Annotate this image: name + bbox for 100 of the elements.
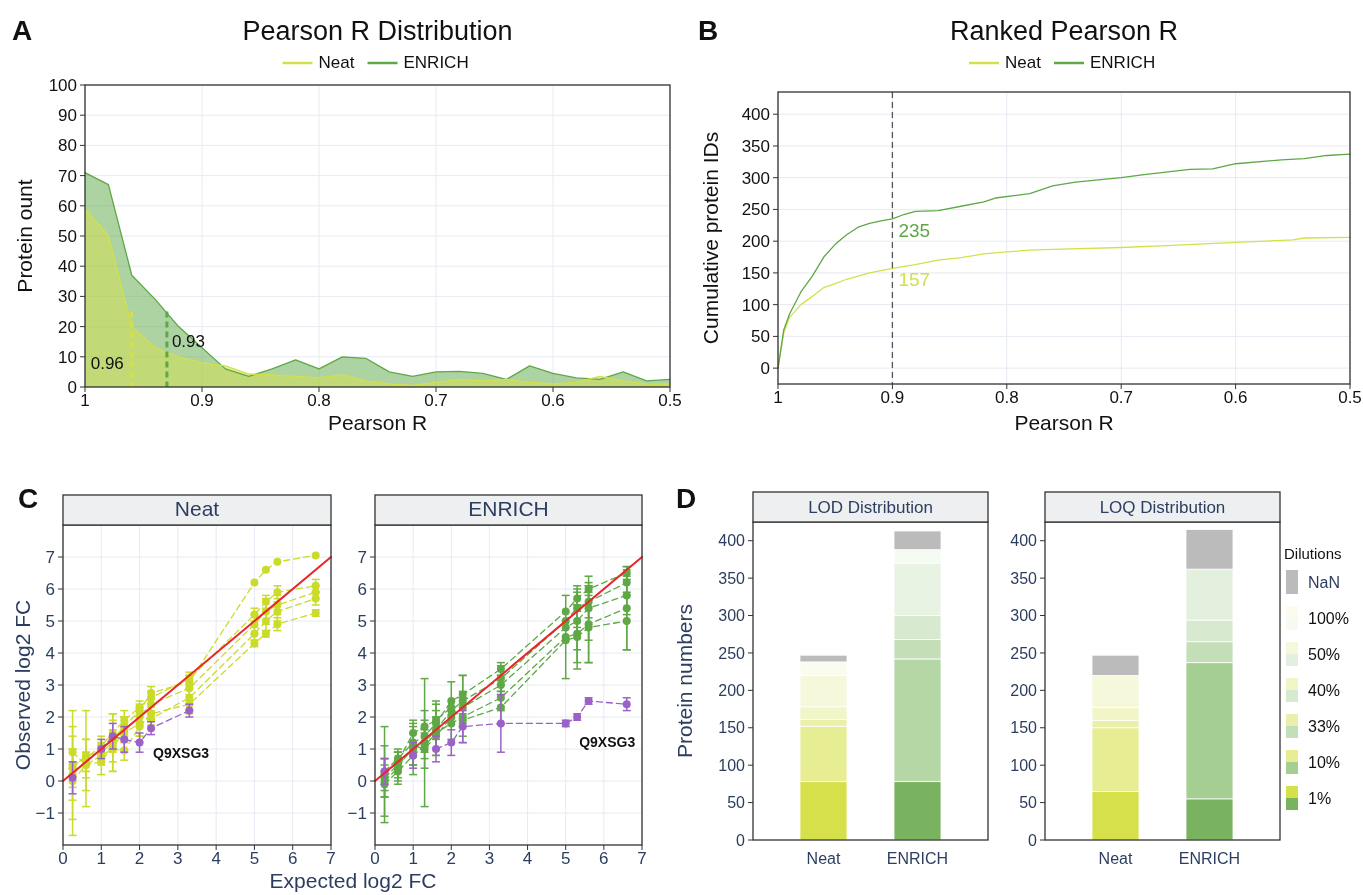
x-tick-label: 2 [134,849,145,868]
legend-label: ENRICH [1090,53,1156,72]
legend-label: Neat [1005,53,1042,72]
legend-label: 40% [1308,681,1341,699]
y-tick-label: 250 [1010,644,1038,662]
legend-label: 50% [1308,645,1341,663]
y-tick-label: 0 [1028,831,1038,849]
y-tick-label: 80 [58,136,77,156]
x-tick-label: 3 [484,849,495,868]
y-tick-label: 250 [741,200,770,220]
x-axis-title: Pearson R [1014,411,1114,434]
x-tick-label: 3 [173,849,183,868]
chart-title: Ranked Pearson R [949,16,1179,46]
y-tick-label: 6 [357,579,367,599]
legend-label: Neat [318,53,355,72]
chart-title: Neat [174,497,220,520]
ref-line-label: 0.96 [90,354,124,373]
x-tick-label: 0.5 [658,391,682,410]
chart-title: LOD Distribution [808,498,933,517]
x-tick-label: 0.7 [424,391,448,410]
y-tick-label: 100 [48,75,77,95]
x-tick-label: 5 [560,849,571,868]
chart-title: ENRICH [468,497,549,520]
y-tick-label: 7 [357,547,367,567]
legend-label: NaN [1308,573,1341,591]
x-tick-label: 6 [599,849,609,868]
y-tick-label: 350 [718,569,746,587]
annotation: Q9XSG3 [579,734,636,750]
y-tick-label: 0 [760,359,770,379]
y-tick-label: 2 [357,707,367,727]
x-tick-label: 1 [96,849,107,868]
y-tick-label: 1 [45,739,55,759]
text: C [18,483,39,514]
y-tick-label: 5 [45,611,55,631]
text: A [12,15,33,46]
y-tick-label: 300 [1010,607,1038,625]
y-tick-label: 20 [58,317,77,337]
x-tick-label: 0 [370,849,380,868]
x-tick-label: 4 [211,849,221,868]
y-axis-title: Cumulative protein IDs [699,131,722,345]
y-tick-label: 4 [45,643,55,663]
x-tick-label: 0.9 [880,388,905,407]
y-tick-label: 300 [741,168,770,188]
y-tick-label: 7 [45,547,55,567]
legend-title: Dilutions [1284,545,1342,562]
y-axis-title: Protein numbers [673,603,696,759]
x-tick-label: 1 [80,391,90,410]
x-tick-label: Neat [1098,850,1133,867]
y-tick-label: 10 [58,347,77,367]
y-tick-label: 4 [357,643,367,663]
x-tick-label: 0.9 [190,391,214,410]
y-tick-label: 60 [58,196,77,216]
x-tick-label: 7 [637,849,647,868]
y-tick-label: 200 [1010,681,1038,699]
chart-title: LOQ Distribution [1099,498,1226,517]
legend-label: ENRICH [403,53,469,72]
y-tick-label: 300 [718,607,746,625]
ref-line-label: 0.93 [171,332,205,351]
legend-label: 100% [1308,609,1349,627]
y-tick-label: 70 [58,166,77,186]
x-tick-label: 0.6 [1223,388,1248,407]
x-tick-label: 0.7 [1109,388,1134,407]
chart-title: Pearson R Distribution [242,16,513,46]
legend-label: 1% [1308,789,1332,807]
y-tick-label: 50 [751,327,770,347]
y-tick-label: 150 [1010,719,1038,737]
legend-label: 33% [1308,717,1341,735]
y-tick-label: 50 [58,226,77,246]
y-tick-label: 350 [741,136,770,156]
y-tick-label: −1 [35,803,55,823]
annotation: 235 [898,219,931,241]
text: D [676,483,697,514]
y-tick-label: 400 [741,105,770,125]
y-axis-title: Observed log2 FC [11,599,34,771]
y-tick-label: 0 [357,771,367,791]
y-tick-label: 5 [357,611,367,631]
y-axis-title: Protein ount [13,179,36,293]
y-tick-label: 90 [58,106,77,126]
x-tick-label: 0.8 [994,388,1019,407]
x-tick-label: 4 [522,849,533,868]
y-tick-label: 1 [357,739,367,759]
annotation: 157 [898,269,931,291]
y-tick-label: 0 [45,771,55,791]
y-tick-label: 2 [45,707,55,727]
annotation: Q9XSG3 [153,745,210,762]
text: B [698,15,719,46]
x-tick-label: ENRICH [1178,850,1241,867]
y-tick-label: 350 [1010,569,1038,587]
y-tick-label: 200 [718,681,746,699]
y-tick-label: 150 [718,719,746,737]
legend-label: 10% [1308,753,1341,771]
x-tick-label: Neat [806,850,841,867]
x-tick-label: 1 [408,849,418,868]
x-tick-label: 0.6 [541,391,565,410]
x-axis-title: Expected log2 FC [269,869,437,892]
x-tick-label: 2 [446,849,457,868]
y-tick-label: −1 [347,803,367,823]
y-tick-label: 250 [718,644,746,662]
x-tick-label: ENRICH [886,850,949,867]
y-tick-label: 30 [58,287,77,307]
